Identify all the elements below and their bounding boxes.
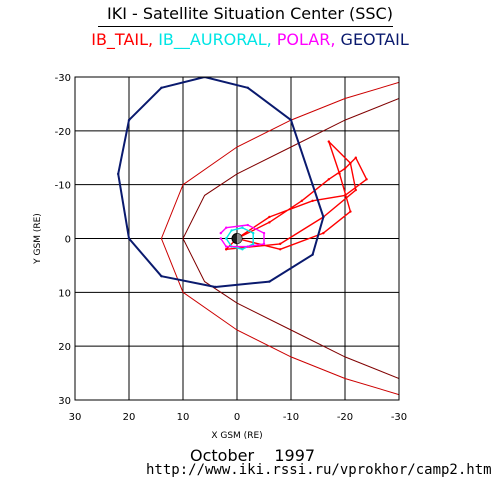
y-tick-label: 0 <box>65 235 71 246</box>
bow-shock-curve <box>160 81 399 396</box>
x-axis-label: X GSM (RE) <box>211 431 262 441</box>
polar-point <box>219 237 222 240</box>
title-underline <box>98 26 393 27</box>
boundary-curves <box>160 81 399 396</box>
ib-tail-point <box>365 178 368 181</box>
geotail-point <box>289 118 293 122</box>
polar-point <box>262 231 266 235</box>
ib-tail-point <box>343 194 347 197</box>
ib-tail-point <box>327 140 330 143</box>
axes: 30 20 10 0 -10 -20 -30 -30 -20 -10 0 10 20 30 X GSM (R… <box>33 73 407 441</box>
ib-tail-point <box>322 231 325 235</box>
earth-dayside-icon <box>237 233 242 244</box>
x-tick-label: -10 <box>283 412 299 423</box>
ib-tail-point <box>354 188 357 192</box>
geotail-orbit <box>117 77 325 288</box>
x-tick-label: 0 <box>234 412 240 423</box>
geotail-point <box>160 86 163 89</box>
geotail-point <box>311 253 314 256</box>
ib-tail-point <box>268 215 271 219</box>
geotail-point <box>322 215 325 219</box>
ib-tail-point <box>338 172 341 176</box>
polar-point <box>225 245 228 248</box>
geotail-point <box>117 172 120 176</box>
earth-marker <box>231 233 243 244</box>
ib-tail-point <box>268 221 271 224</box>
geotail-point <box>311 183 314 186</box>
magnetopause-curve <box>182 98 399 379</box>
geotail-point <box>127 237 131 240</box>
x-tick-label: -20 <box>337 412 353 423</box>
y-axis-label: Y GSM (RE) <box>33 213 43 265</box>
ib-auroral-point <box>225 237 228 240</box>
ib-tail-point <box>225 248 228 251</box>
ib-tail-point <box>349 210 352 213</box>
ib-tail-point <box>343 167 347 170</box>
ib-tail-point <box>354 156 357 159</box>
polar-point <box>262 242 266 246</box>
legend: IB_TAIL, IB__AURORAL, POLAR, GEOTAIL <box>0 30 500 49</box>
ib-tail-point <box>279 242 282 246</box>
orbit-series <box>117 77 368 289</box>
y-tick-label: -10 <box>55 181 71 192</box>
geotail-point <box>214 285 217 289</box>
legend-entry-1: IB__AURORAL, <box>153 30 272 49</box>
geotail-point <box>246 86 249 89</box>
polar-orbit <box>220 224 265 248</box>
polar-point <box>225 226 228 229</box>
polar-point <box>246 245 249 248</box>
ib-auroral-point <box>252 231 255 235</box>
polar-point <box>219 231 222 235</box>
ib-auroral-point <box>252 242 255 246</box>
y-tick-label: 20 <box>58 342 71 353</box>
x-tick-label: 10 <box>177 412 190 423</box>
page-title: IKI - Satellite Situation Center (SSC) <box>107 4 393 23</box>
geotail-point <box>268 280 271 283</box>
legend-entry-3: GEOTAIL <box>335 30 409 49</box>
ib-auroral-point <box>230 229 233 232</box>
geotail-point <box>160 274 163 278</box>
y-tick-label: -20 <box>55 127 71 138</box>
polar-point <box>246 223 249 227</box>
y-tick-label: 10 <box>58 288 71 299</box>
y-tick-label: -30 <box>55 73 71 84</box>
source-url: http://www.iki.rssi.ru/vprokhor/camp2.ht… <box>146 462 492 478</box>
ib-tail-point <box>311 199 314 203</box>
date-label: October 1997 <box>190 446 316 465</box>
ib-tail-point <box>349 161 352 165</box>
ib-auroral-point <box>241 248 244 251</box>
ib-tail-point <box>327 178 330 181</box>
x-tick-label: -30 <box>391 412 407 423</box>
x-tick-label: 30 <box>69 412 82 423</box>
geotail-point <box>127 118 131 122</box>
legend-entry-2: POLAR, <box>271 30 336 49</box>
x-tick-label: 20 <box>123 412 136 423</box>
y-tick-label: 30 <box>58 396 71 407</box>
ib-tail-point <box>279 248 282 251</box>
legend-entry-0: IB_TAIL, <box>91 30 154 49</box>
ib-auroral-point <box>241 226 244 229</box>
plot-frame <box>74 76 400 401</box>
ib-tail-point <box>300 199 303 203</box>
